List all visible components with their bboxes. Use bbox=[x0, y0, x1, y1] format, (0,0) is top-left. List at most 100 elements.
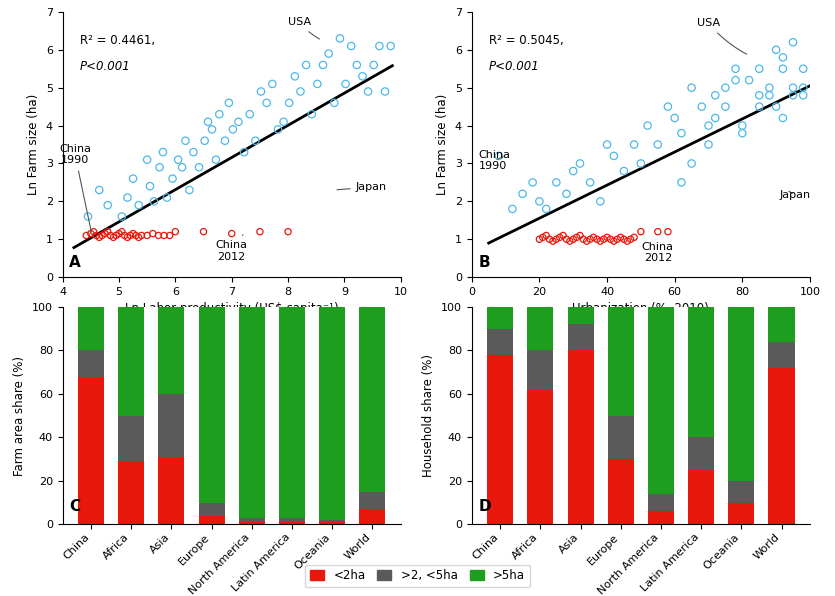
Point bbox=[104, 231, 117, 240]
Bar bbox=[159, 394, 185, 457]
Point bbox=[777, 52, 790, 62]
Point bbox=[546, 237, 559, 246]
Point bbox=[559, 234, 573, 244]
Point bbox=[584, 178, 597, 187]
Bar bbox=[279, 307, 305, 518]
Bar bbox=[359, 307, 386, 492]
Point bbox=[594, 197, 607, 206]
Point bbox=[210, 155, 223, 164]
Point bbox=[237, 147, 250, 157]
Point bbox=[101, 227, 114, 237]
Point bbox=[797, 64, 810, 73]
Point bbox=[129, 231, 143, 240]
Point bbox=[213, 110, 226, 119]
Point bbox=[249, 136, 262, 145]
Point bbox=[169, 227, 182, 237]
Text: C: C bbox=[69, 499, 80, 514]
Point bbox=[617, 234, 630, 244]
Point bbox=[157, 231, 170, 240]
Point bbox=[171, 155, 185, 164]
Point bbox=[526, 178, 539, 187]
Bar bbox=[119, 307, 144, 416]
Text: B: B bbox=[478, 254, 490, 269]
Bar bbox=[728, 481, 754, 503]
Point bbox=[651, 227, 665, 237]
Point bbox=[566, 234, 579, 244]
Bar bbox=[119, 416, 144, 461]
Point bbox=[752, 64, 766, 73]
Point bbox=[539, 204, 553, 214]
Point bbox=[587, 232, 600, 242]
Bar bbox=[648, 511, 674, 524]
Point bbox=[146, 229, 159, 238]
Point bbox=[641, 121, 655, 131]
Text: China
1990: China 1990 bbox=[59, 144, 91, 232]
Point bbox=[243, 110, 256, 119]
Point bbox=[124, 231, 137, 240]
Bar bbox=[159, 307, 185, 394]
Point bbox=[769, 45, 782, 55]
Bar bbox=[359, 492, 386, 509]
Legend: <2ha, >2, <5ha, >5ha: <2ha, >2, <5ha, >5ha bbox=[305, 564, 530, 587]
Bar bbox=[487, 328, 514, 355]
Text: China
1990: China 1990 bbox=[478, 150, 510, 171]
Bar bbox=[608, 460, 634, 524]
Text: P<0.001: P<0.001 bbox=[79, 60, 130, 73]
Point bbox=[253, 227, 266, 237]
Bar bbox=[359, 509, 386, 524]
Point bbox=[492, 151, 505, 161]
Point bbox=[736, 128, 749, 138]
Point bbox=[797, 91, 810, 100]
Point bbox=[140, 155, 154, 164]
Y-axis label: Farm area share (%): Farm area share (%) bbox=[13, 356, 27, 476]
Point bbox=[147, 197, 160, 206]
Bar bbox=[648, 494, 674, 511]
Point bbox=[685, 83, 698, 92]
Point bbox=[99, 229, 112, 238]
Bar bbox=[319, 520, 345, 522]
Point bbox=[266, 79, 279, 89]
Point bbox=[322, 49, 336, 58]
Point bbox=[152, 231, 165, 240]
Point bbox=[701, 121, 715, 131]
X-axis label: Ln Labor productivity (US$ capita⁻¹): Ln Labor productivity (US$ capita⁻¹) bbox=[125, 302, 338, 315]
Bar bbox=[568, 324, 594, 350]
Point bbox=[549, 178, 563, 187]
Point bbox=[777, 64, 790, 73]
Y-axis label: Household share (%): Household share (%) bbox=[423, 354, 436, 477]
Point bbox=[89, 231, 104, 240]
Point bbox=[109, 231, 123, 240]
Point bbox=[107, 232, 120, 242]
Point bbox=[79, 231, 93, 240]
Bar bbox=[728, 503, 754, 524]
Point bbox=[356, 72, 369, 81]
Bar bbox=[768, 342, 795, 368]
Point bbox=[685, 159, 698, 168]
Point bbox=[762, 83, 776, 92]
Point bbox=[533, 234, 546, 244]
Bar bbox=[568, 307, 594, 324]
Point bbox=[311, 79, 324, 89]
Point bbox=[614, 232, 627, 242]
Point bbox=[255, 86, 268, 96]
Text: USA: USA bbox=[288, 17, 320, 39]
Bar bbox=[199, 516, 225, 524]
Bar bbox=[728, 307, 754, 481]
Point bbox=[294, 86, 307, 96]
Point bbox=[144, 181, 157, 191]
Bar bbox=[688, 307, 714, 437]
Point bbox=[675, 128, 688, 138]
Point bbox=[661, 227, 675, 237]
Point bbox=[115, 227, 129, 237]
Point bbox=[132, 200, 145, 210]
Point bbox=[543, 234, 556, 244]
Point bbox=[300, 60, 313, 70]
X-axis label: Urbanization (%, 2010): Urbanization (%, 2010) bbox=[573, 302, 709, 315]
Bar bbox=[279, 518, 305, 522]
Point bbox=[115, 212, 129, 221]
Point bbox=[112, 229, 126, 238]
Point bbox=[378, 86, 392, 96]
Point bbox=[160, 193, 174, 202]
Point bbox=[506, 204, 519, 214]
Point bbox=[736, 121, 749, 131]
